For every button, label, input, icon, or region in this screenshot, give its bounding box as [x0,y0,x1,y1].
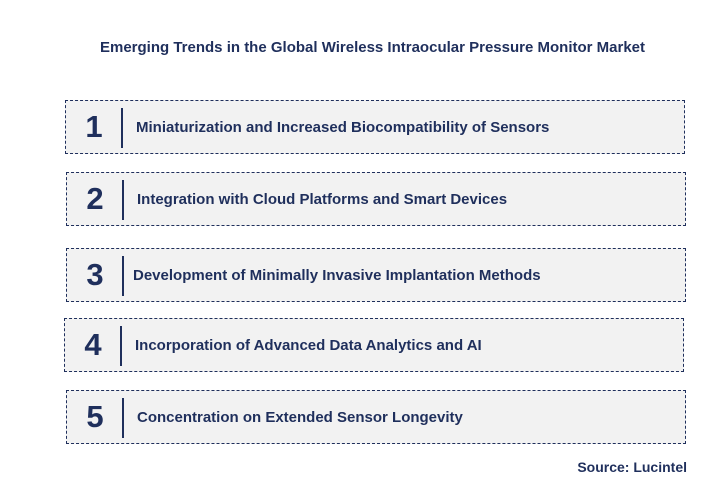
source-label: Source: Lucintel [577,459,687,475]
trend-number: 5 [86,399,104,434]
trend-label: Miniaturization and Increased Biocompati… [136,118,550,136]
trend-item-5: 5 Concentration on Extended Sensor Longe… [66,390,686,444]
trend-label: Development of Minimally Invasive Implan… [133,266,541,284]
trend-number: 4 [84,327,102,362]
trend-divider [121,108,123,148]
trend-label: Integration with Cloud Platforms and Sma… [137,190,508,208]
trend-divider [122,256,124,296]
trend-divider [122,398,124,438]
trend-item-2: 2 Integration with Cloud Platforms and S… [66,172,686,226]
trend-number: 3 [86,257,104,292]
trend-divider [122,180,124,220]
trend-number: 1 [85,109,103,144]
trend-item-4: 4 Incorporation of Advanced Data Analyti… [64,318,684,372]
trend-item-3: 3 Development of Minimally Invasive Impl… [66,248,686,302]
trend-divider [120,326,122,366]
trend-label: Concentration on Extended Sensor Longevi… [137,408,463,426]
trend-item-1: 1 Miniaturization and Increased Biocompa… [65,100,685,154]
trend-number: 2 [86,181,104,216]
diagram-title: Emerging Trends in the Global Wireless I… [100,39,646,56]
trend-label: Incorporation of Advanced Data Analytics… [135,336,482,354]
